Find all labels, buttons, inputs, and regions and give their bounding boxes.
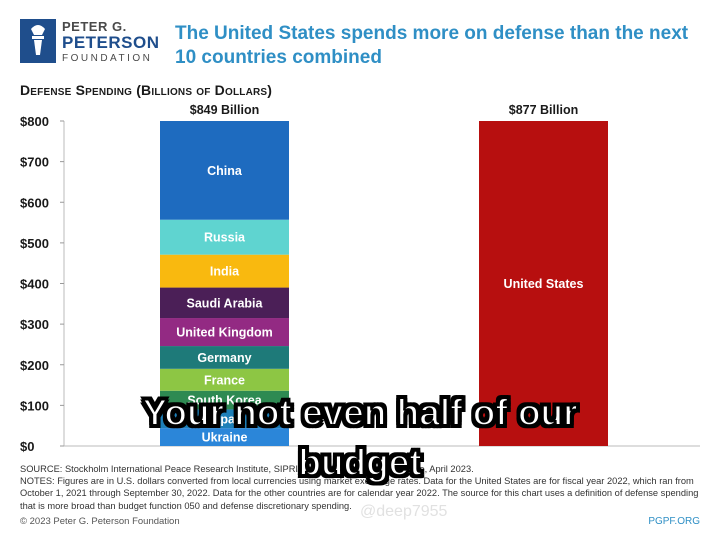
bar-total-label: $877 Billion [509, 103, 578, 117]
bar-segment-japan [160, 409, 289, 429]
caption-line-2: budget [297, 441, 422, 484]
segment-label: United States [504, 277, 584, 291]
bar-segment-saudi-arabia [160, 287, 289, 319]
y-tick-label: $400 [20, 277, 49, 292]
bar-segment-germany [160, 346, 289, 369]
y-tick-label: $300 [20, 317, 49, 332]
logo-line-3: FOUNDATION [62, 53, 153, 64]
segment-label: Germany [197, 351, 251, 365]
y-tick-label: $700 [20, 155, 49, 170]
bar-segment-france [160, 368, 289, 391]
segment-label: United Kingdom [176, 326, 273, 340]
watermark: @deep7955 [360, 503, 448, 520]
source-text: SOURCE: Stockholm International Peace Re… [20, 464, 474, 474]
segment-label: Saudi Arabia [187, 296, 264, 310]
segment-label: China [207, 164, 243, 178]
footer-notes: SOURCE: Stockholm International Peace Re… [20, 463, 705, 512]
chart-subtitle: Defense Spending (Billions of Dollars) [20, 82, 273, 98]
copyright: © 2023 Peter G. Peterson Foundation [20, 516, 180, 527]
meme-caption: Your not even half of our budget [0, 388, 720, 488]
bar-total-label: $849 Billion [190, 103, 259, 117]
notes-text: NOTES: Figures are in U.S. dollars conve… [20, 476, 699, 511]
y-tick-label: $200 [20, 358, 49, 373]
caption-line-1: Your not even half of our [141, 391, 578, 434]
bar-segment-united-kingdom [160, 318, 289, 347]
segment-label: France [204, 373, 245, 387]
torch-icon [20, 19, 56, 63]
chart-title: The United States spends more on defense… [175, 23, 689, 68]
segment-label: Russia [204, 231, 246, 245]
chart-svg: $0 $100 $200 $300 $400 $500 $600 $700 $800 Ukrain… [20, 103, 700, 454]
bar-segment-ukraine [160, 428, 289, 446]
y-tick-label: $500 [20, 236, 49, 251]
bar-segment-united-states [479, 121, 608, 446]
bar-segment-china [160, 121, 289, 220]
y-tick-label: $800 [20, 114, 49, 129]
segment-label: Ukraine [202, 431, 248, 445]
bar-segment-south-korea [160, 390, 289, 410]
site-link[interactable]: PGPF.ORG [648, 516, 700, 527]
y-tick-label: $600 [20, 195, 49, 210]
segment-label: India [210, 265, 240, 279]
logo-line-2: PETERSON [62, 33, 160, 52]
pgpf-logo: PETER G. PETERSON FOUNDATION [20, 19, 170, 67]
y-tick-label: $0 [20, 439, 34, 454]
segment-label: Japan [206, 412, 242, 426]
bar-segment-russia [160, 219, 289, 255]
logo-line-1: PETER G. [62, 19, 127, 34]
y-tick-label: $100 [20, 398, 49, 413]
bar-segment-india [160, 254, 289, 288]
segment-label: South Korea [187, 394, 262, 408]
